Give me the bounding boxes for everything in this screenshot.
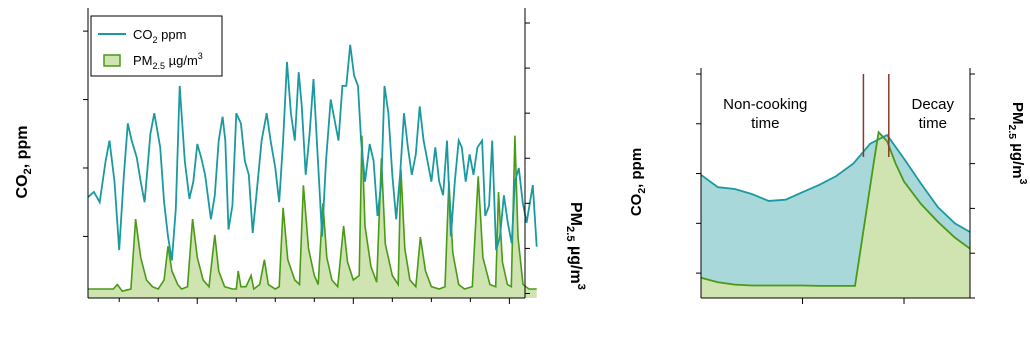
legend-co2-rest: ppm <box>158 27 187 42</box>
legend-co2-sub: 2 <box>153 35 158 45</box>
y-right-axis-title-main: PM <box>1009 102 1026 125</box>
legend: CO2 ppm PM2.5 µg/m3 <box>90 15 223 77</box>
legend-pm25-unit: µg/m <box>165 53 198 68</box>
y-left-axis-title-main: CO <box>14 174 31 198</box>
y-right-axis-title: PM2.5 µg/m3 <box>564 202 587 290</box>
pm25-area <box>88 135 537 298</box>
annotation-2: Decay time <box>912 96 955 132</box>
y-right-axis-title-sub: 2.5 <box>564 226 576 242</box>
y-right-axis-title-unit: µg/m <box>1009 139 1026 178</box>
annotation-0: Non-cooking time <box>723 96 807 132</box>
co2-line <box>87 44 538 261</box>
y-left-axis-title: CO2, ppm <box>14 126 34 199</box>
annotation-line: Non-cooking <box>723 96 807 113</box>
y-right-axis-title: PM2.5 µg/m3 <box>1006 102 1029 185</box>
y-right-axis-title-sup: 3 <box>1017 179 1029 185</box>
y-left-axis-title: CO2, ppm <box>628 148 648 216</box>
legend-co2-main: CO <box>133 27 153 42</box>
y-right-axis-title-main: PM <box>567 202 584 226</box>
y-left-axis-title-rest: , ppm <box>14 126 31 169</box>
y-right-axis-title-sup: 3 <box>575 284 587 290</box>
y-right-axis-title-sub: 2.5 <box>1006 125 1018 140</box>
annotation-line: Decay <box>912 96 955 113</box>
pm25-line <box>700 130 971 287</box>
panel-b: CO2, ppm PM2.5 µg/m3 Non-cooking time Decay t… <box>628 68 1029 304</box>
annotation-line: time <box>751 115 779 132</box>
y-left-axis-title-sub: 2 <box>22 168 34 174</box>
pm25-area <box>701 132 970 298</box>
legend-pm25-sup: 3 <box>198 51 203 61</box>
y-left-axis-title-sub: 2 <box>636 188 648 194</box>
legend-pm25-label: PM2.5 µg/m3 <box>133 51 203 71</box>
legend-pm25-main: PM <box>133 53 153 68</box>
legend-pm25-sub: 2.5 <box>153 61 166 71</box>
pm25-line <box>88 135 537 293</box>
co2-line <box>700 133 971 233</box>
annotation-line: time <box>919 115 947 132</box>
y-left-axis-title-main: CO <box>628 193 645 216</box>
legend-pm25-swatch <box>103 54 121 67</box>
y-left-axis-title-rest: , ppm <box>628 148 645 188</box>
y-right-axis-title-unit: µg/m <box>567 242 584 284</box>
legend-co2-label: CO2 ppm <box>133 27 186 45</box>
